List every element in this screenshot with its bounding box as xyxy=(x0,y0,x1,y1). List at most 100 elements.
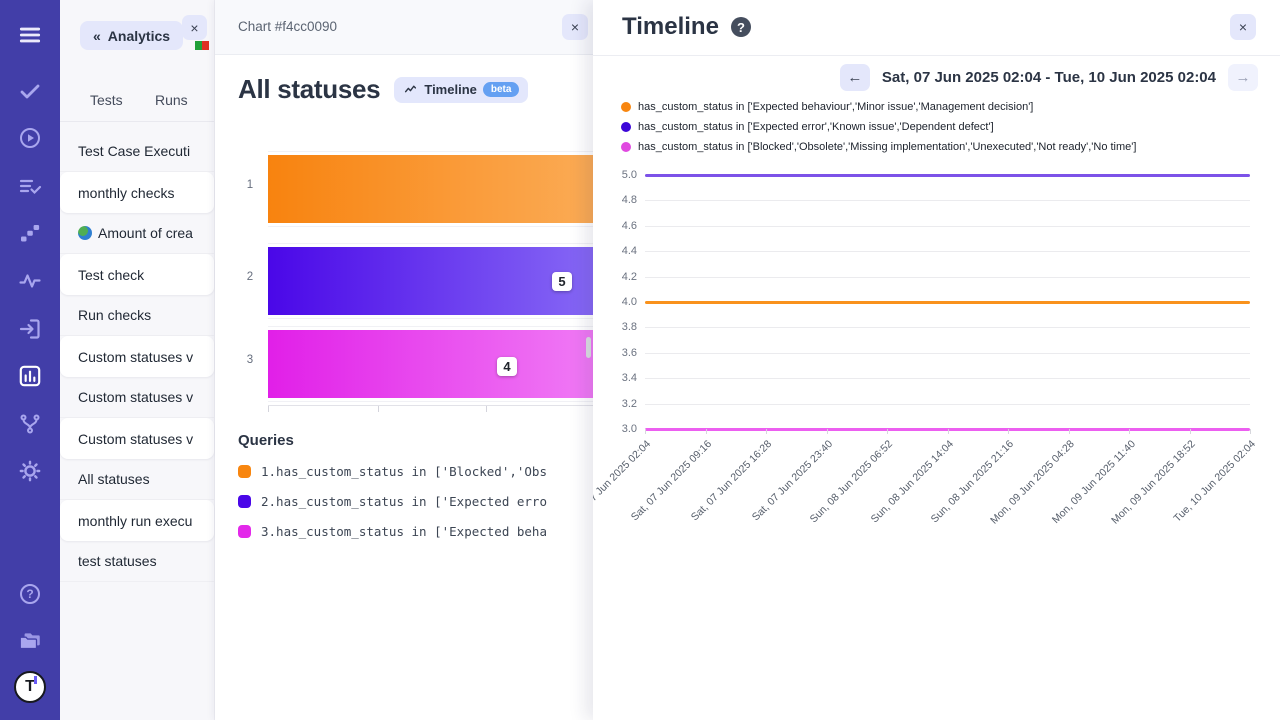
bar-value-label: 4 xyxy=(497,357,517,376)
timeline-title: Timeline xyxy=(622,13,719,40)
sidebar-item-label: All statuses xyxy=(78,471,150,487)
bar-chart: 1 2 3 5 4 xyxy=(215,148,593,414)
chart-panel-header: Chart #f4cc0090 xyxy=(215,0,593,55)
y-axis-tick-label: 3.2 xyxy=(621,397,637,410)
gridline xyxy=(645,276,1250,278)
x-axis-tick xyxy=(826,429,828,434)
chart-panel-close-button[interactable]: × xyxy=(562,14,588,40)
bar-chart-icon[interactable] xyxy=(16,362,44,390)
sidebar-list-item[interactable]: Run checks xyxy=(60,295,214,336)
sidebar-tabs: Tests Runs xyxy=(60,88,214,122)
timeline-close-button[interactable]: × xyxy=(1230,14,1256,40)
series-line xyxy=(645,300,1250,304)
pulse-icon[interactable] xyxy=(16,267,44,295)
x-axis-tick xyxy=(1129,429,1130,434)
bar-series-1 xyxy=(268,155,593,223)
help-circle-icon[interactable]: ? xyxy=(16,580,44,608)
query-text: 3.has_custom_status in ['Expected beha xyxy=(261,524,547,539)
sidebar-close-button[interactable]: × xyxy=(182,15,207,40)
sidebar-item-label: Custom statuses v xyxy=(78,430,194,447)
query-color-swatch xyxy=(238,525,251,538)
x-axis-tick xyxy=(947,429,949,434)
x-axis-tick xyxy=(1068,429,1070,434)
badge-label: Timeline xyxy=(424,82,477,97)
sidebar-list-item[interactable]: All statuses xyxy=(60,459,214,500)
gridline xyxy=(645,327,1250,329)
sidebar-list-item[interactable]: monthly checks xyxy=(60,172,214,213)
y-axis-tick-label: 4.4 xyxy=(621,245,637,258)
query-row: 3.has_custom_status in ['Expected beha xyxy=(238,524,593,539)
branch-icon[interactable] xyxy=(16,410,44,438)
bar-series-2 xyxy=(268,247,593,315)
x-axis-tick xyxy=(1250,429,1251,434)
logo-letter: T xyxy=(25,678,35,695)
y-axis-tick-label: 3.4 xyxy=(621,372,637,385)
legend-item[interactable]: has_custom_status in ['Blocked','Obsolet… xyxy=(621,137,1136,157)
gridline xyxy=(645,378,1250,380)
sidebar-list-item[interactable]: Amount of crea xyxy=(60,213,214,254)
prev-range-button[interactable]: ← xyxy=(839,64,870,91)
legend-dot xyxy=(621,142,631,152)
divider xyxy=(593,55,1280,56)
menu-icon[interactable] xyxy=(16,21,44,49)
analytics-sidebar: « Analytics × Tests Runs Test Case Execu… xyxy=(60,0,215,720)
bar-row-1 xyxy=(268,151,593,227)
tab-runs[interactable]: Runs xyxy=(155,92,188,108)
legend-label: has_custom_status in ['Expected error','… xyxy=(638,121,994,133)
legend-item[interactable]: has_custom_status in ['Expected behaviou… xyxy=(621,97,1136,117)
sidebar-list-item[interactable]: monthly run execu xyxy=(60,500,214,541)
queries-section: Queries 1.has_custom_status in ['Blocked… xyxy=(238,432,593,539)
sidebar-item-label: monthly checks xyxy=(78,184,175,201)
legend-dot xyxy=(621,122,631,132)
collapse-analytics-button[interactable]: « Analytics xyxy=(80,21,184,50)
gridline xyxy=(645,403,1250,405)
import-icon[interactable] xyxy=(16,315,44,343)
folder-icon[interactable] xyxy=(16,627,44,655)
sidebar-item-label: test statuses xyxy=(78,553,157,569)
y-axis-tick-label: 3.6 xyxy=(621,346,637,359)
sidebar-item-label: Amount of crea xyxy=(98,225,193,241)
sidebar-item-label: Test check xyxy=(78,266,145,283)
sidebar-list-item[interactable]: test statuses xyxy=(60,541,214,582)
query-text: 2.has_custom_status in ['Expected erro xyxy=(261,494,547,509)
timeline-panel: Timeline ? × ← Sat, 07 Jun 2025 02:04 - … xyxy=(593,0,1280,720)
sidebar-list-item[interactable]: Custom statuses v xyxy=(60,336,214,377)
query-row: 2.has_custom_status in ['Expected erro xyxy=(238,494,593,509)
close-icon: × xyxy=(1238,19,1248,35)
check-icon[interactable] xyxy=(16,77,44,105)
timeline-line-chart: 5.04.84.64.44.24.03.83.63.43.23.0Sat, 07… xyxy=(593,169,1258,527)
sidebar-list-item[interactable]: Custom statuses v xyxy=(60,377,214,418)
list-check-icon[interactable] xyxy=(16,172,44,200)
play-circle-icon[interactable] xyxy=(16,124,44,152)
scrollbar-thumb[interactable] xyxy=(586,337,591,358)
x-axis-tick xyxy=(1189,429,1191,434)
sidebar-list-item[interactable]: Test check xyxy=(60,254,214,295)
gridline xyxy=(645,200,1250,202)
steps-icon[interactable] xyxy=(16,219,44,247)
timeline-legend: has_custom_status in ['Expected behaviou… xyxy=(621,97,1136,157)
timeline-beta-badge[interactable]: Timeline beta xyxy=(394,76,529,103)
bar-row-2 xyxy=(268,243,593,319)
sidebar-list-item[interactable]: Custom statuses v xyxy=(60,418,214,459)
close-icon: × xyxy=(570,19,580,35)
main-nav-rail: ? T xyxy=(0,0,60,720)
tab-tests[interactable]: Tests xyxy=(90,92,123,108)
x-axis-tick xyxy=(766,429,767,434)
logo-accent xyxy=(34,676,37,684)
date-range-label: Sat, 07 Jun 2025 02:04 - Tue, 10 Jun 202… xyxy=(881,69,1216,86)
y-axis-tick-label: 4.8 xyxy=(621,194,637,207)
y-axis-tick-label: 4.0 xyxy=(621,296,637,308)
date-range-navigator: ← Sat, 07 Jun 2025 02:04 - Tue, 10 Jun 2… xyxy=(839,64,1258,91)
beta-pill: beta xyxy=(482,82,520,97)
legend-item[interactable]: has_custom_status in ['Expected error','… xyxy=(621,117,1136,137)
sidebar-list-item[interactable]: Test Case Executi xyxy=(60,131,214,172)
sidebar-chart-list: Test Case Executi monthly checks Amount of… xyxy=(60,131,214,582)
series-line xyxy=(645,173,1250,177)
logo-avatar[interactable]: T xyxy=(14,671,46,703)
next-range-button[interactable]: → xyxy=(1228,64,1258,91)
gear-icon[interactable] xyxy=(16,457,44,485)
sidebar-item-label: Custom statuses v xyxy=(78,389,194,405)
legend-label: has_custom_status in ['Blocked','Obsolet… xyxy=(638,141,1137,153)
help-icon[interactable]: ? xyxy=(730,17,751,37)
sidebar-item-label: Run checks xyxy=(78,307,152,323)
